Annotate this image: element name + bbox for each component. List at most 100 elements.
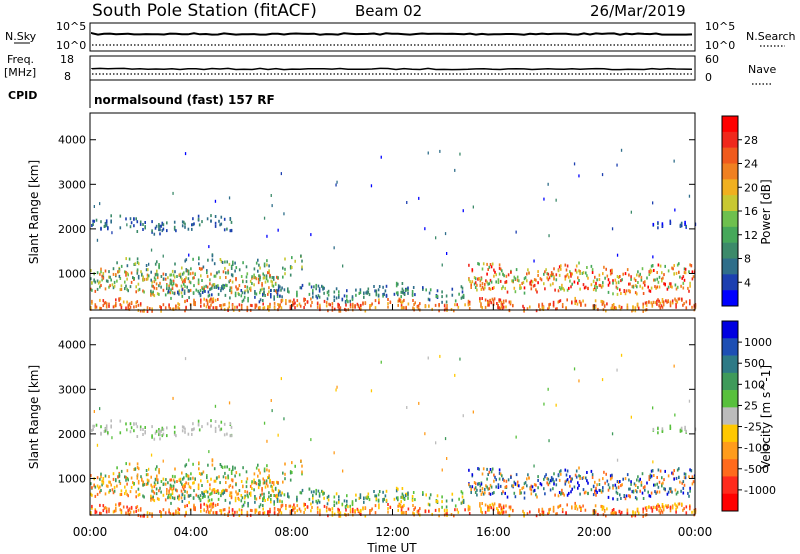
power-cell	[377, 294, 380, 298]
velocity-cell	[142, 480, 144, 484]
power-cell	[243, 291, 246, 295]
velocity-cell	[661, 476, 663, 480]
velocity-cell	[606, 507, 608, 511]
power-cell	[323, 286, 325, 290]
power-cell	[315, 287, 317, 291]
velocity-cell	[497, 483, 500, 487]
power-cell	[412, 286, 415, 289]
power-cell	[99, 298, 101, 302]
velocity-cell	[207, 463, 209, 467]
power-cell	[226, 227, 228, 231]
power-cell	[482, 262, 485, 266]
power-cell	[325, 304, 328, 308]
velocity-cell	[414, 506, 416, 510]
power-cell	[181, 266, 183, 270]
power-cell	[385, 284, 388, 288]
power-cell	[346, 294, 348, 298]
power-cell	[301, 283, 304, 287]
power-cell	[612, 281, 614, 285]
velocity-cell	[310, 438, 312, 442]
velocity-cell	[189, 493, 192, 497]
velocity-cell	[654, 490, 656, 494]
velocity-cell	[185, 481, 187, 485]
velocity-cell	[558, 504, 561, 508]
power-cell	[522, 281, 525, 285]
power-cell	[128, 303, 131, 307]
power-cell	[486, 280, 488, 284]
velocity-cell	[277, 489, 280, 493]
power-cell	[277, 303, 279, 306]
power-cell	[160, 285, 162, 289]
power-cell	[642, 302, 644, 306]
power-cell	[468, 302, 471, 306]
power-cell	[566, 264, 569, 268]
power-cell	[146, 306, 149, 310]
velocity-cell	[230, 491, 233, 495]
velocity-cell	[509, 507, 512, 511]
velocity-cell	[120, 509, 123, 513]
velocity-cell	[574, 473, 577, 477]
velocity-cell	[288, 504, 291, 508]
power-cell	[181, 294, 184, 298]
power-cell	[464, 303, 466, 307]
velocity-cell	[147, 479, 150, 483]
power-cell	[576, 302, 579, 306]
power-cell	[342, 264, 344, 268]
velocity-cell	[692, 480, 695, 484]
velocity-cell	[578, 474, 580, 478]
velocity-cell	[246, 493, 249, 497]
velocity-cell	[362, 507, 364, 511]
velocity-cell	[662, 481, 664, 485]
velocity-cell	[284, 462, 286, 466]
power-cell	[402, 291, 405, 295]
velocity-cell	[479, 502, 481, 506]
velocity-cell	[133, 510, 135, 514]
power-cell	[616, 286, 619, 290]
velocity-cell	[585, 476, 587, 480]
velocity-cell	[649, 494, 652, 498]
power-cell	[564, 275, 567, 279]
power-cell	[570, 272, 572, 276]
power-cell	[170, 273, 173, 277]
velocity-cell	[105, 428, 108, 432]
power-cell	[480, 287, 483, 291]
power-cell	[335, 287, 338, 291]
velocity-cell	[338, 500, 340, 504]
velocity-cell	[657, 485, 660, 489]
power-cell	[407, 291, 409, 295]
velocity-cell	[120, 489, 123, 493]
velocity-cell	[673, 469, 675, 473]
power-ylabel: Slant Range [km]	[27, 160, 41, 264]
velocity-cell	[200, 509, 202, 513]
power-cell	[561, 303, 564, 306]
velocity-cell	[173, 432, 176, 436]
velocity-cell	[267, 476, 269, 480]
power-cell	[200, 274, 202, 278]
power-cell	[241, 299, 244, 303]
power-cell	[563, 288, 565, 292]
date-label: 26/Mar/2019	[590, 2, 686, 20]
velocity-cell	[504, 485, 506, 489]
velocity-cell	[500, 507, 503, 511]
velocity-cell	[281, 500, 283, 504]
velocity-cell	[213, 490, 216, 494]
power-cell	[555, 307, 557, 311]
power-cell	[603, 304, 606, 308]
power-cell	[684, 223, 686, 226]
power-cell	[153, 276, 156, 280]
velocity-cell	[205, 503, 208, 507]
power-cell	[277, 276, 279, 280]
velocity-cell	[125, 475, 127, 479]
velocity-cell	[151, 425, 153, 429]
velocity-cell	[472, 410, 474, 414]
velocity-cell	[249, 508, 252, 512]
velocity-cell	[108, 490, 110, 494]
colorbar-frame	[721, 320, 739, 512]
velocity-cell	[445, 505, 448, 509]
colorbar-swatch	[722, 226, 738, 243]
power-cell	[263, 276, 266, 280]
velocity-cell	[169, 478, 171, 482]
velocity-cell	[315, 499, 317, 503]
velocity-cell	[110, 425, 112, 429]
